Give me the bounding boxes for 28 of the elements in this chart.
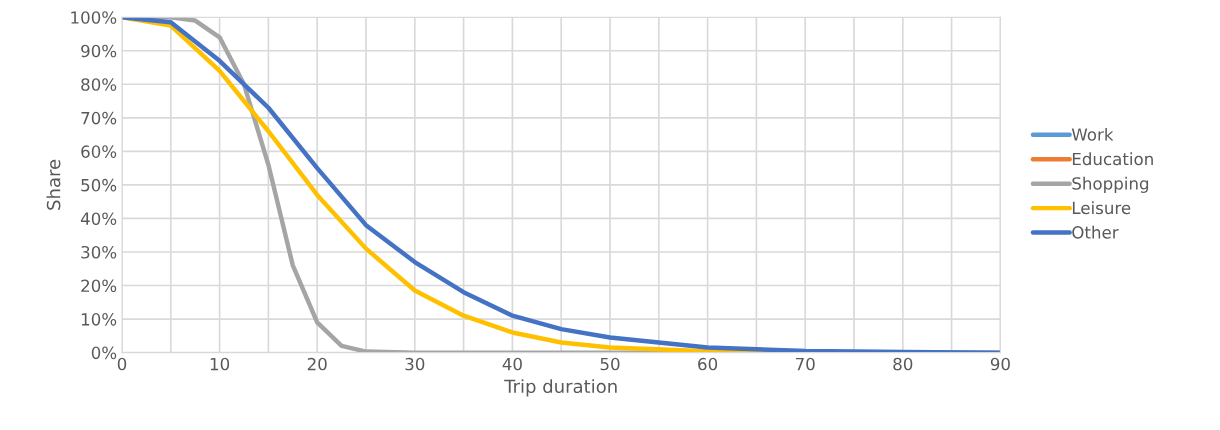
x-tick-label: 60 [698,357,718,371]
legend-label: Education [1072,152,1153,166]
y-tick-label: 80% [81,78,117,91]
y-tick-label: 30% [81,245,117,259]
y-tick-label: 50% [81,178,117,192]
y-axis-title: Share [46,159,61,210]
x-tick-label: 40 [502,357,522,371]
legend-label: Leisure [1072,201,1131,215]
x-tick-label: 10 [210,357,230,371]
x-tick-label: 80 [893,357,913,371]
x-tick-label: 30 [405,357,425,371]
y-tick-label: 0% [91,346,117,360]
legend-label: Other [1072,225,1119,239]
legend-label: Work [1071,127,1114,141]
y-tick-label: 10% [81,313,117,326]
x-tick-label: 90 [990,357,1010,371]
x-tick-label: 0 [117,357,127,371]
x-tick-label: 70 [795,357,815,371]
y-tick-label: 20% [81,279,117,293]
x-tick-label: 20 [307,357,327,371]
y-tick-label: 70% [81,111,117,125]
y-tick-label: 100% [71,11,117,24]
legend-label: Shopping [1072,176,1149,193]
y-tick-label: 90% [81,44,117,58]
x-axis-title: Trip duration [504,379,617,397]
y-tick-label: 40% [80,212,117,226]
x-tick-label: 50 [600,357,620,371]
y-tick-label: 60% [81,145,117,158]
